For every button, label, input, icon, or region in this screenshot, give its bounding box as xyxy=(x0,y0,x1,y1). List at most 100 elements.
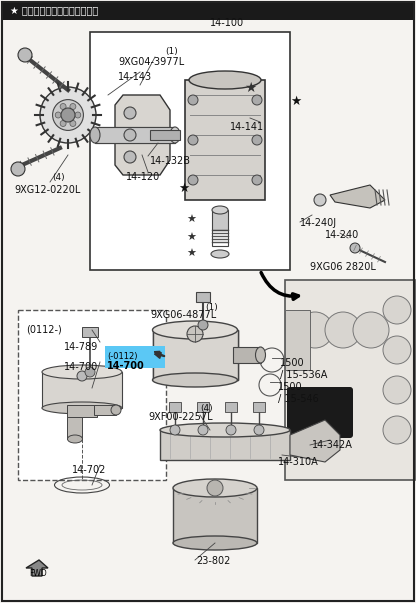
Bar xyxy=(82,327,98,337)
Circle shape xyxy=(75,112,81,118)
Bar xyxy=(18,310,166,480)
Text: 1500
/ 15-536A: 1500 / 15-536A xyxy=(280,358,327,380)
Text: ★: ★ xyxy=(186,215,196,225)
Circle shape xyxy=(353,312,389,348)
Text: 14-700: 14-700 xyxy=(64,362,98,372)
Circle shape xyxy=(124,151,136,163)
Text: 14-789: 14-789 xyxy=(64,342,98,352)
Circle shape xyxy=(70,121,76,127)
Text: 14-240J: 14-240J xyxy=(300,218,337,228)
Text: ★: ★ xyxy=(244,81,256,95)
Circle shape xyxy=(70,104,76,110)
Text: ★: ★ xyxy=(186,233,196,243)
Text: (4): (4) xyxy=(200,404,213,413)
Circle shape xyxy=(188,175,198,185)
Polygon shape xyxy=(115,95,170,175)
Circle shape xyxy=(52,99,83,130)
Circle shape xyxy=(198,425,208,435)
Ellipse shape xyxy=(173,536,257,550)
Text: ★: ★ xyxy=(178,182,189,195)
Circle shape xyxy=(383,296,411,324)
Circle shape xyxy=(325,312,361,348)
Circle shape xyxy=(170,425,180,435)
Text: 14-143: 14-143 xyxy=(118,72,152,82)
Ellipse shape xyxy=(255,347,265,363)
Bar xyxy=(160,430,290,460)
Circle shape xyxy=(207,480,223,496)
Circle shape xyxy=(60,104,66,110)
Bar xyxy=(42,372,122,408)
Ellipse shape xyxy=(67,435,82,443)
Text: 14-240: 14-240 xyxy=(325,230,359,240)
Circle shape xyxy=(61,108,75,122)
Circle shape xyxy=(314,194,326,206)
Text: 14-342A: 14-342A xyxy=(312,440,353,450)
Bar xyxy=(233,347,260,363)
Ellipse shape xyxy=(42,402,122,414)
Bar xyxy=(225,402,237,412)
Ellipse shape xyxy=(189,71,261,89)
Circle shape xyxy=(188,135,198,145)
Text: 14-310A: 14-310A xyxy=(278,457,319,467)
Ellipse shape xyxy=(111,405,121,415)
Circle shape xyxy=(18,48,32,62)
Bar xyxy=(197,402,209,412)
Circle shape xyxy=(198,320,208,330)
Ellipse shape xyxy=(173,479,257,497)
Bar xyxy=(285,310,310,370)
Ellipse shape xyxy=(160,423,290,437)
Bar xyxy=(105,346,165,368)
Bar xyxy=(95,127,175,143)
Bar xyxy=(212,210,228,230)
Text: 9XG04-3977L: 9XG04-3977L xyxy=(118,57,184,67)
Text: (1): (1) xyxy=(205,303,218,312)
Bar xyxy=(173,488,257,543)
Text: 14-120: 14-120 xyxy=(126,172,160,182)
Bar xyxy=(67,405,97,417)
Circle shape xyxy=(297,312,333,348)
Text: 14-141: 14-141 xyxy=(230,122,264,132)
Text: 14-132B: 14-132B xyxy=(150,156,191,166)
Bar xyxy=(67,417,82,439)
Circle shape xyxy=(60,121,66,127)
Circle shape xyxy=(226,425,236,435)
FancyBboxPatch shape xyxy=(287,387,353,438)
Text: (0112-): (0112-) xyxy=(26,324,62,334)
Circle shape xyxy=(383,416,411,444)
Text: FWD: FWD xyxy=(29,569,47,578)
Polygon shape xyxy=(290,420,340,462)
Ellipse shape xyxy=(212,206,228,214)
Ellipse shape xyxy=(153,321,238,339)
Text: 14-100: 14-100 xyxy=(210,18,244,28)
Bar xyxy=(150,130,180,140)
Bar xyxy=(285,280,415,480)
Text: 23-802: 23-802 xyxy=(196,556,230,566)
Ellipse shape xyxy=(211,250,229,258)
Ellipse shape xyxy=(170,127,180,143)
Text: (4): (4) xyxy=(52,173,64,182)
Text: 14-700: 14-700 xyxy=(107,361,145,371)
Bar xyxy=(94,405,116,415)
Circle shape xyxy=(11,162,25,176)
Circle shape xyxy=(350,243,360,253)
Ellipse shape xyxy=(153,373,238,387)
Bar xyxy=(153,330,238,380)
Circle shape xyxy=(40,87,96,143)
Circle shape xyxy=(85,367,95,377)
Bar xyxy=(253,402,265,412)
Bar xyxy=(185,80,265,200)
Text: ★: ★ xyxy=(186,249,196,259)
Circle shape xyxy=(55,112,61,118)
Circle shape xyxy=(383,376,411,404)
Circle shape xyxy=(124,107,136,119)
Circle shape xyxy=(124,129,136,141)
Bar xyxy=(196,292,210,302)
Circle shape xyxy=(383,336,411,364)
Text: 9XG06 2820L: 9XG06 2820L xyxy=(310,262,376,272)
Text: 9XG06-4877L: 9XG06-4877L xyxy=(150,310,216,320)
Circle shape xyxy=(254,425,264,435)
Circle shape xyxy=(187,326,203,342)
Bar xyxy=(90,32,290,270)
Text: ★ 㜎部品は供給していません。: ★ 㜎部品は供給していません。 xyxy=(10,6,98,16)
Circle shape xyxy=(252,175,262,185)
